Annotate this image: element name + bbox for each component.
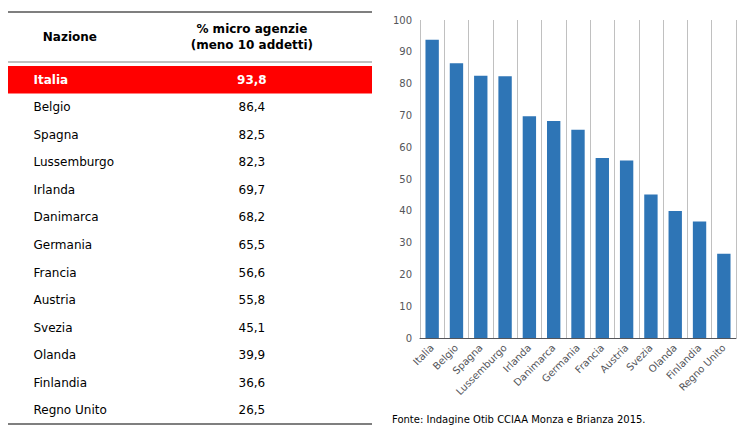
svg-text:Belgio: Belgio: [430, 342, 461, 372]
svg-text:Spagna: Spagna: [33, 128, 78, 142]
svg-text:Lussemburgo: Lussemburgo: [33, 155, 114, 169]
svg-text:Irlanda: Irlanda: [33, 183, 75, 197]
svg-text:Italia: Italia: [410, 342, 436, 368]
svg-text:Francia: Francia: [573, 342, 607, 376]
svg-text:% micro agenzie: % micro agenzie: [196, 22, 307, 36]
svg-text:Regno Unito: Regno Unito: [677, 342, 728, 393]
svg-text:Austria: Austria: [33, 293, 75, 307]
svg-text:80: 80: [399, 78, 412, 89]
svg-text:56,6: 56,6: [239, 266, 266, 280]
svg-text:60: 60: [399, 142, 412, 153]
svg-text:Irlanda: Irlanda: [500, 342, 534, 375]
svg-text:90: 90: [399, 46, 412, 57]
svg-text:86,4: 86,4: [239, 100, 266, 114]
svg-text:Olanda: Olanda: [646, 342, 680, 375]
svg-text:82,5: 82,5: [239, 128, 266, 142]
svg-text:39,9: 39,9: [239, 348, 266, 362]
svg-text:Lussemburgo: Lussemburgo: [454, 342, 509, 397]
svg-text:Nazione: Nazione: [43, 30, 97, 44]
svg-text:36,6: 36,6: [239, 376, 266, 390]
svg-text:Francia: Francia: [33, 266, 76, 280]
svg-text:Danimarca: Danimarca: [511, 342, 558, 389]
svg-text:Germania: Germania: [540, 342, 582, 384]
svg-text:Olanda: Olanda: [33, 348, 76, 362]
svg-text:69,7: 69,7: [239, 183, 266, 197]
svg-text:82,3: 82,3: [239, 155, 266, 169]
svg-text:Spagna: Spagna: [450, 342, 485, 377]
svg-text:Finlandia: Finlandia: [33, 376, 87, 390]
svg-text:93,8: 93,8: [237, 73, 267, 87]
svg-text:Regno Unito: Regno Unito: [33, 403, 106, 417]
svg-text:Germania: Germania: [33, 238, 92, 252]
svg-text:Fonte: Indagine Otib CCIAA Mon: Fonte: Indagine Otib CCIAA Monza e Brian…: [392, 414, 646, 425]
svg-text:55,8: 55,8: [239, 293, 266, 307]
svg-text:Svezia: Svezia: [33, 321, 72, 335]
svg-text:20: 20: [399, 269, 412, 280]
svg-text:Danimarca: Danimarca: [33, 210, 98, 224]
svg-text:0: 0: [406, 333, 412, 344]
svg-text:(meno 10 addetti): (meno 10 addetti): [191, 38, 313, 52]
svg-text:45,1: 45,1: [239, 321, 266, 335]
svg-text:26,5: 26,5: [239, 403, 266, 417]
svg-text:65,5: 65,5: [239, 238, 266, 252]
svg-text:10: 10: [399, 301, 412, 312]
svg-text:Italia: Italia: [33, 73, 68, 87]
svg-text:Belgio: Belgio: [33, 100, 70, 114]
svg-text:Svezia: Svezia: [624, 342, 655, 373]
svg-text:30: 30: [399, 237, 412, 248]
svg-text:Austria: Austria: [598, 342, 631, 375]
svg-text:Finlandia: Finlandia: [664, 342, 704, 382]
svg-text:40: 40: [399, 205, 412, 216]
svg-text:100: 100: [393, 15, 412, 26]
svg-text:70: 70: [399, 110, 412, 121]
svg-text:50: 50: [399, 174, 412, 185]
svg-text:68,2: 68,2: [239, 210, 266, 224]
